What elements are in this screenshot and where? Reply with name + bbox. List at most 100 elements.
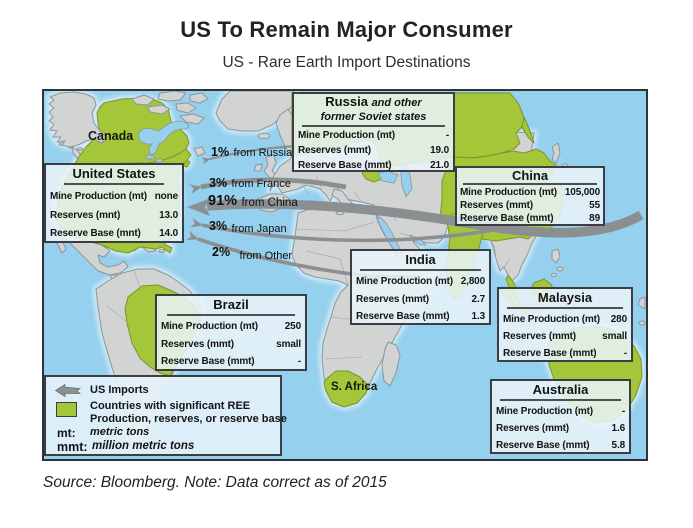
stat-row: Reserves (mmt) small: [161, 336, 301, 354]
import-origin: from China: [241, 197, 298, 209]
country-box-title: India: [405, 252, 436, 267]
stat-row: Reserve Base (mmt) 1.3: [356, 308, 485, 326]
stat-row: Mine Production (mt) 250: [161, 318, 301, 336]
stat-label: Reserve Base (mmt): [298, 159, 392, 171]
stat-label: Reserves (mmt): [496, 423, 569, 434]
madagascar: [381, 341, 401, 387]
import-label-russia: 1% from Russia: [211, 143, 292, 161]
stat-value: small: [276, 338, 301, 350]
legend-ree-label-line2: Production, reserves, or reserve base: [90, 413, 287, 425]
arrow-from-russia: [201, 144, 297, 165]
arrow-from-japan: [190, 218, 500, 243]
country-box-united-states: United States Mine Production (mt) none …: [44, 163, 184, 243]
stat-label: Mine Production (mt): [496, 406, 593, 417]
stat-row: Reserves (mmt) 2.7: [356, 291, 485, 309]
title-separator: [167, 314, 295, 316]
stat-row: Reserve Base (mnt) 14.0: [50, 225, 178, 244]
stat-label: Mine Production (mt): [50, 191, 147, 202]
stat-row: Reserve Base (mmt) -: [161, 353, 301, 371]
import-label-france: 3% from France: [209, 174, 291, 192]
stat-label: Mine Production (mt): [161, 321, 258, 332]
stat-row: Mine Production (mt) -: [496, 403, 625, 420]
stat-label: Reserve Base (mnt): [50, 228, 141, 239]
country-box-title: United States: [72, 166, 156, 181]
hudson-bay: [137, 120, 190, 155]
title-separator: [360, 269, 481, 271]
map-label-south-africa: S. Africa: [331, 381, 378, 393]
arrow-from-china-head: [187, 198, 211, 216]
source-note: Source: Bloomberg. Note: Data correct as…: [43, 474, 387, 491]
stat-label: Reserves (mmt): [161, 338, 234, 350]
stat-label: Reserve Base (mmt): [503, 348, 597, 359]
stat-value: 13.0: [159, 209, 178, 221]
country-box-russia: Russia and other former Soviet states Mi…: [292, 92, 455, 172]
stat-row: Reserves (mnt) 13.0: [50, 207, 178, 226]
stat-row: Reserve Base (mmt) 21.0: [298, 159, 449, 174]
legend-mmt-def: million metric tons: [92, 440, 195, 452]
import-label-japan: 3% from Japan: [209, 217, 287, 235]
stat-row: Reserve Base (mmt) -: [503, 345, 627, 362]
stat-value: -: [445, 130, 449, 141]
stat-value: 5.8: [611, 440, 626, 451]
country-box-title-main: Russia: [325, 94, 368, 109]
philippines: [551, 248, 561, 264]
stat-row: Mine Production (mt) -: [298, 129, 449, 144]
country-box-china: China Mine Production (mt) 105,000 Reser…: [455, 166, 605, 226]
stat-label: Reserve Base (mmt): [356, 311, 450, 322]
stat-value: 14.0: [159, 228, 178, 239]
stat-value: -: [297, 356, 301, 367]
import-pct: 91%: [208, 193, 238, 209]
country-box-australia: Australia Mine Production (mt) - Reserve…: [490, 379, 631, 454]
stat-value: 2,800: [460, 276, 485, 287]
land-gray-overlay: [48, 91, 209, 157]
stat-value: 21.0: [430, 159, 449, 171]
country-box-title: Malaysia: [537, 290, 593, 305]
import-origin: from Russia: [233, 147, 293, 159]
stat-row: Reserves (mmt) 55: [460, 199, 600, 212]
legend-us-imports-label: US Imports: [90, 384, 149, 396]
title-separator: [302, 125, 445, 127]
title-separator: [500, 399, 621, 401]
stat-label: Mine Production (mt): [460, 187, 557, 198]
stat-value: 280: [610, 314, 627, 325]
country-box-title: Russia and other former Soviet states: [294, 94, 453, 123]
stat-value: small: [602, 331, 627, 342]
ireland: [253, 163, 263, 172]
stat-row: Reserves (mmt) 19.0: [298, 144, 449, 159]
legend-mmt-abbr: mmt:: [57, 440, 88, 454]
import-label-other: 2% from Other: [212, 243, 293, 262]
stat-label: Reserve Base (mmt): [496, 440, 590, 451]
stat-row: Reserve Base (mmt) 89: [460, 212, 600, 225]
stat-label: Mine Production (mt): [298, 130, 395, 141]
alaska: [48, 91, 107, 148]
stat-value: -: [623, 348, 627, 359]
us-imports-arrow-icon: [55, 384, 81, 398]
page-title: US To Remain Major Consumer: [180, 17, 513, 42]
stat-label: Reserves (mmt): [503, 331, 576, 342]
stat-label: Reserves (mnt): [50, 209, 121, 221]
title-separator: [463, 183, 597, 185]
newfoundland: [193, 146, 206, 157]
stat-value: 2.7: [471, 293, 486, 305]
south-africa: [323, 370, 369, 408]
page-subtitle: US - Rare Earth Import Destinations: [222, 54, 471, 71]
stat-label: Reserve Base (mmt): [460, 213, 554, 224]
stat-label: Mine Production (mt): [356, 276, 453, 287]
stat-row: Mine Production (mt) 105,000: [460, 186, 600, 199]
sakhalin: [551, 142, 561, 164]
stat-value: 1.3: [471, 311, 486, 322]
stat-value: 250: [284, 321, 301, 332]
import-label-china: 91% from China: [208, 192, 298, 210]
stat-value: 1.6: [611, 423, 626, 434]
country-box-malaysia: Malaysia Mine Production (mt) 280 Reserv…: [497, 287, 633, 362]
import-pct: 2%: [212, 245, 231, 259]
title-separator: [64, 183, 164, 185]
stat-row: Reserves (mmt) 1.6: [496, 420, 625, 437]
stat-value: 19.0: [430, 144, 449, 156]
country-box-title-suffix: and other: [371, 97, 422, 109]
import-origin: from Other: [239, 250, 293, 262]
stat-label: Reserves (mmt): [460, 200, 533, 211]
stat-value: -: [621, 406, 625, 417]
import-pct: 3%: [209, 219, 228, 233]
country-box-brazil: Brazil Mine Production (mt) 250 Reserves…: [155, 294, 307, 371]
